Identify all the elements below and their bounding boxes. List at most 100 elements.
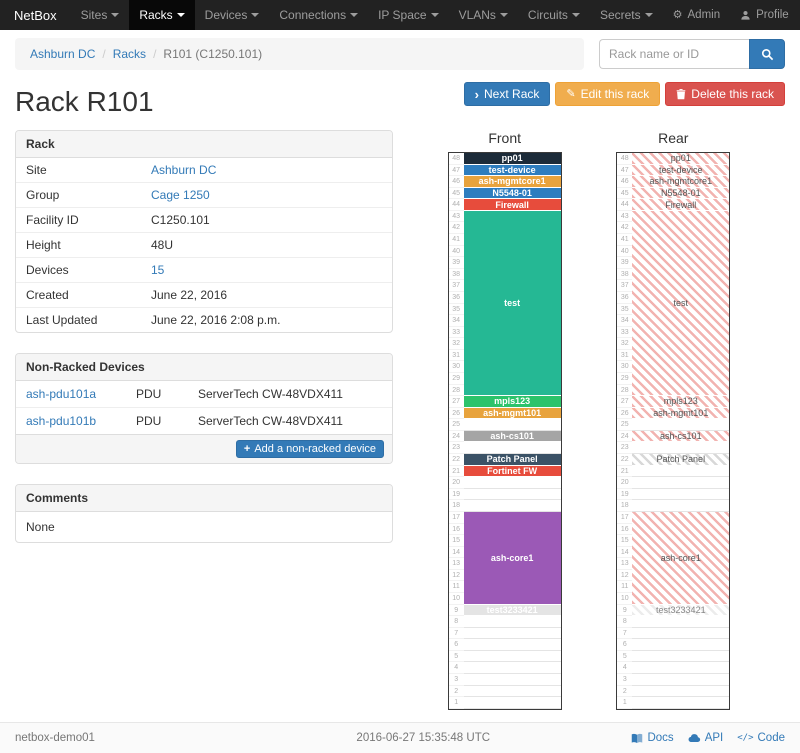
rack-info-label: Facility ID xyxy=(26,213,79,227)
rack-unit-device[interactable]: ash-mgmtcore1 xyxy=(632,176,730,188)
next-rack-button[interactable]: › Next Rack xyxy=(463,82,551,106)
rack-unit-empty xyxy=(463,686,561,698)
unit-number: 17 xyxy=(617,512,633,524)
add-nonracked-device-button[interactable]: + Add a non-racked device xyxy=(235,440,384,458)
rack-unit-empty xyxy=(632,686,730,698)
rack-unit-empty xyxy=(632,500,730,512)
brand[interactable]: NetBox xyxy=(14,7,57,23)
unit-number-gutter: 45 xyxy=(448,188,464,200)
rack-unit-device[interactable]: Patch Panel xyxy=(632,454,730,466)
breadcrumb-item-ashburn-dc[interactable]: Ashburn DC xyxy=(30,47,96,61)
rack-unit-device[interactable]: ash-mgmt101 xyxy=(632,407,730,420)
search-button[interactable] xyxy=(749,39,785,69)
footer-link-docs[interactable]: Docs xyxy=(631,732,674,744)
delete-rack-button[interactable]: Delete this rack xyxy=(665,82,785,106)
nav-item-devices[interactable]: Devices xyxy=(195,0,270,30)
nonracked-panel-heading: Non-Racked Devices xyxy=(16,354,392,381)
unit-number: 2 xyxy=(448,686,464,698)
unit-number: 22 xyxy=(448,454,464,466)
rack-unit-row: 24 ash-cs101 xyxy=(617,430,730,443)
nav-item-connections[interactable]: Connections xyxy=(269,0,368,30)
rack-info-row-created: Created June 22, 2016 xyxy=(16,282,392,307)
nav-item-ip-space[interactable]: IP Space xyxy=(368,0,448,30)
comments-body: None xyxy=(26,520,55,534)
rack-unit-device[interactable]: test3233421 xyxy=(463,604,561,617)
unit-number-gutter: 44 xyxy=(448,199,464,211)
device-role: PDU xyxy=(136,387,162,401)
unit-number-gutter: 23 xyxy=(448,442,464,455)
rack-unit-row: 4 xyxy=(617,662,730,675)
nav-item-vlans[interactable]: VLANs xyxy=(449,0,518,30)
unit-number-gutter: 43 42 41 40 39 38 37 36 35 34 33 32 31 30 29 28 xyxy=(448,211,464,397)
footer-hostname: netbox-demo01 xyxy=(15,732,95,744)
rack-unit-device[interactable]: pp01 xyxy=(632,153,730,165)
rack-unit-row: 25 xyxy=(617,419,730,431)
rack-unit-device[interactable]: Firewall xyxy=(632,199,730,211)
rack-unit-device[interactable]: ash-mgmt101 xyxy=(463,407,561,420)
rack-unit-device[interactable]: test3233421 xyxy=(632,604,730,617)
rack-unit-device[interactable]: ash-cs101 xyxy=(463,430,561,443)
rack-info-label: Height xyxy=(26,238,61,252)
rack-unit-row: 46 ash-mgmtcore1 xyxy=(448,176,561,188)
edit-rack-button[interactable]: ✎ Edit this rack xyxy=(555,82,661,106)
page-title: Rack R101 xyxy=(15,86,154,117)
unit-number: 14 xyxy=(617,547,633,559)
rack-unit-device[interactable]: N5548-01 xyxy=(463,187,561,200)
unit-number: 17 xyxy=(448,512,464,524)
rack-unit-row: 24 ash-cs101 xyxy=(448,430,561,443)
rack-unit-row: 17 16 15 14 13 12 11 10 ash-core1 xyxy=(617,511,730,605)
rack-unit-row: 27 mpls123 xyxy=(617,396,730,408)
rack-unit-device[interactable]: test xyxy=(463,210,561,397)
user-icon xyxy=(741,10,750,20)
device-type: ServerTech CW-48VDX411 xyxy=(198,387,343,401)
rack-unit-device[interactable]: ash-core1 xyxy=(632,511,730,605)
unit-number-gutter: 7 xyxy=(448,628,464,640)
footer-link-code[interactable]: </> Code xyxy=(737,732,785,744)
device-name-link[interactable]: ash-pdu101b xyxy=(26,414,97,428)
rack-unit-device[interactable]: Firewall xyxy=(463,199,561,211)
rack-info-label: Devices xyxy=(26,263,69,277)
search-input[interactable] xyxy=(599,39,749,69)
top-navbar: NetBox Sites Racks Devices Connections IP Sp… xyxy=(0,0,800,30)
rack-unit-device[interactable]: Patch Panel xyxy=(463,454,561,466)
nav-item-racks[interactable]: Racks xyxy=(129,0,195,30)
nav-profile[interactable]: Profile xyxy=(730,0,799,30)
rack-info-value[interactable]: Ashburn DC xyxy=(151,163,217,177)
rack-unit-row: 26 ash-mgmt101 xyxy=(448,407,561,420)
rack-unit-row: 20 xyxy=(448,477,561,489)
rack-unit-row: 46 ash-mgmtcore1 xyxy=(617,176,730,188)
rack-unit-device[interactable]: mpls123 xyxy=(463,396,561,408)
comments-panel: Comments None xyxy=(15,484,393,543)
footer-link-api[interactable]: API xyxy=(688,732,723,744)
rack-unit-device[interactable]: ash-core1 xyxy=(463,511,561,605)
nav-item-sites[interactable]: Sites xyxy=(71,0,130,30)
unit-number-gutter: 18 xyxy=(448,500,464,512)
rack-unit-row: 27 mpls123 xyxy=(448,396,561,408)
rack-unit-device[interactable]: test xyxy=(632,210,730,397)
unit-number: 32 xyxy=(617,338,633,350)
rack-unit-device[interactable]: Fortinet FW xyxy=(463,465,561,478)
rack-unit-device[interactable]: ash-mgmtcore1 xyxy=(463,176,561,188)
rack-info-label: Last Updated xyxy=(26,313,98,327)
rack-unit-device[interactable]: mpls123 xyxy=(632,396,730,408)
rack-unit-device[interactable]: ash-cs101 xyxy=(632,430,730,443)
breadcrumb-item-racks[interactable]: Racks xyxy=(112,47,147,61)
rack-unit-device[interactable]: pp01 xyxy=(463,153,561,165)
unit-number: 11 xyxy=(448,581,464,593)
rack-unit-device[interactable]: N5548-01 xyxy=(632,187,730,200)
unit-number: 14 xyxy=(448,547,464,559)
rack-unit-device[interactable]: test-device xyxy=(632,164,730,177)
rack-unit-row: 6 xyxy=(617,639,730,651)
unit-number: 44 xyxy=(617,199,633,211)
unit-number-gutter: 5 xyxy=(448,651,464,663)
rack-info-label: Created xyxy=(26,288,69,302)
rack-info-value[interactable]: 15 xyxy=(151,263,165,277)
device-name-link[interactable]: ash-pdu101a xyxy=(26,387,97,401)
nav-admin[interactable]: ⚙ Admin xyxy=(663,0,730,30)
nav-item-secrets[interactable]: Secrets xyxy=(590,0,663,30)
rack-unit-row: 22 Patch Panel xyxy=(617,454,730,466)
rack-info-value[interactable]: Cage 1250 xyxy=(151,188,210,202)
nav-item-circuits[interactable]: Circuits xyxy=(518,0,590,30)
unit-number-gutter: 5 xyxy=(617,651,633,663)
rack-unit-device[interactable]: test-device xyxy=(463,164,561,177)
